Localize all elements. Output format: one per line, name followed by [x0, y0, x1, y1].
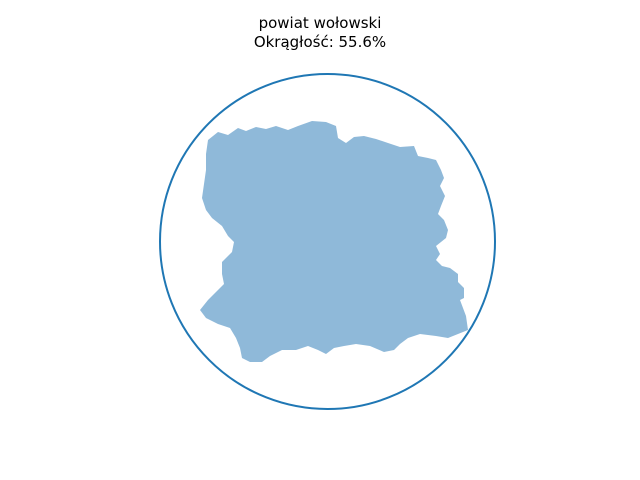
region-shape — [200, 121, 468, 362]
bounding-circle — [159, 73, 496, 410]
title-roundness: Okrągłość: 55.6% — [253, 33, 387, 51]
title-region-name: powiat wołowski — [258, 14, 382, 32]
figure-title: powiat wołowski Okrągłość: 55.6% — [0, 14, 640, 52]
